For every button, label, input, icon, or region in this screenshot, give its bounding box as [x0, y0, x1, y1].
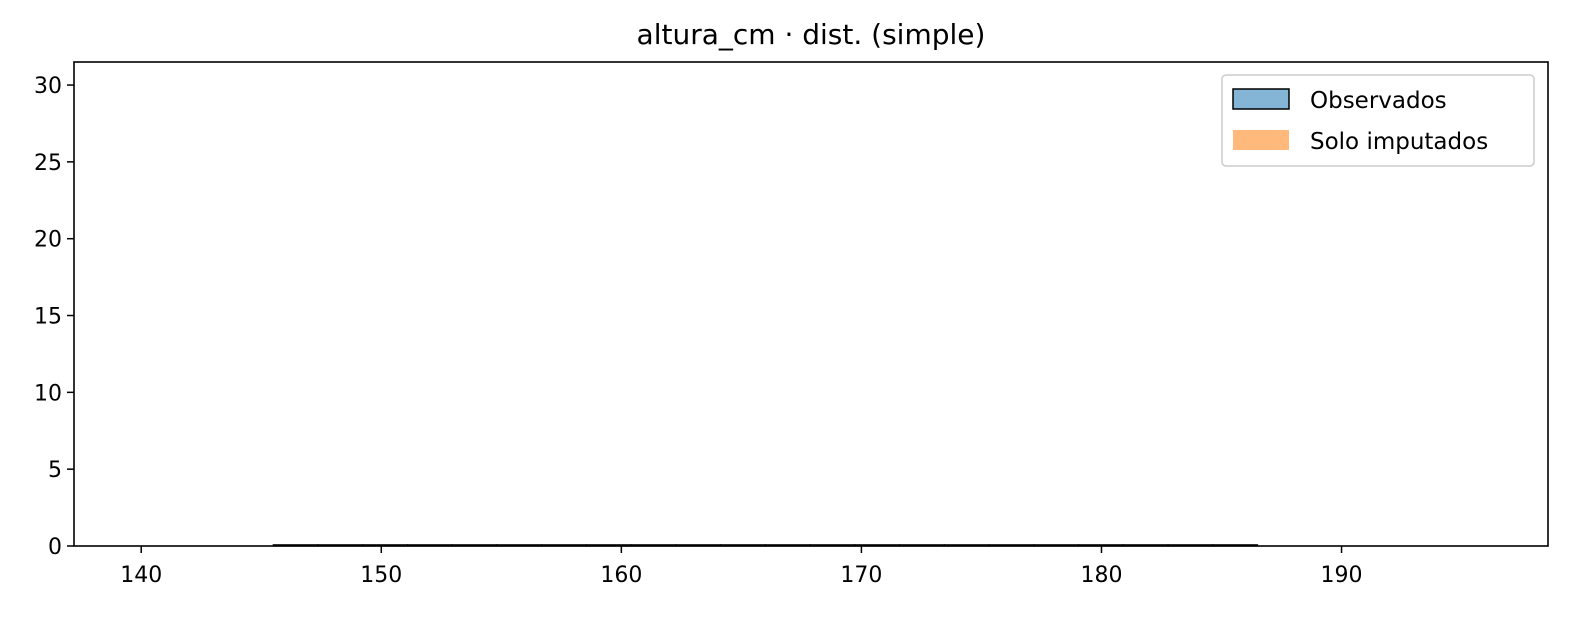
y-tick-label: 25 — [34, 151, 62, 176]
chart-title: altura_cm · dist. (simple) — [637, 18, 986, 51]
x-tick-label: 180 — [1080, 563, 1122, 588]
legend-label-solo-imputados: Solo imputados — [1310, 129, 1488, 155]
plot-frame — [73, 61, 1549, 547]
legend-swatch-observados — [1232, 88, 1290, 110]
legend: Observados Solo imputados — [1221, 74, 1535, 167]
y-tick-label: 20 — [34, 228, 62, 253]
y-tick-label: 15 — [34, 305, 62, 330]
y-tick-label: 0 — [48, 535, 62, 560]
x-tick-label: 170 — [840, 563, 882, 588]
x-tick-label: 140 — [120, 563, 162, 588]
legend-swatch-solo-imputados — [1233, 130, 1289, 150]
legend-box — [1221, 74, 1535, 167]
x-axis: 140 150 160 170 180 190 — [120, 546, 1363, 588]
x-tick-label: 190 — [1321, 563, 1363, 588]
y-tick-label: 30 — [34, 74, 62, 99]
y-tick-label: 5 — [48, 458, 62, 483]
y-tick-label: 10 — [34, 381, 62, 406]
x-tick-label: 150 — [360, 563, 402, 588]
legend-label-observados: Observados — [1310, 88, 1447, 114]
y-axis: 0 5 10 15 20 25 30 — [34, 74, 74, 560]
x-tick-label: 160 — [600, 563, 642, 588]
